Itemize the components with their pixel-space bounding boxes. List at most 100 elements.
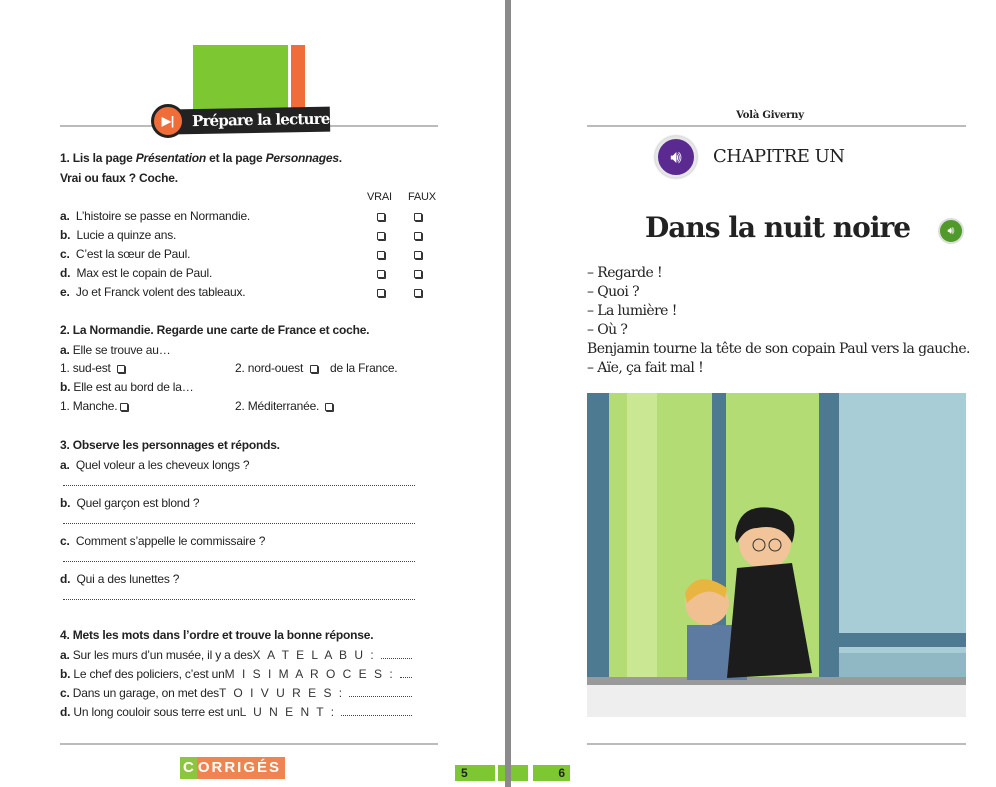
item-letter: b. <box>60 667 71 681</box>
checkbox-false[interactable] <box>414 213 422 221</box>
item-letter: c. <box>60 534 70 548</box>
page-number-right[interactable]: 6 <box>533 765 570 781</box>
chapter-illustration <box>587 393 966 717</box>
q2a-opt1: 1. sud-est <box>60 361 111 375</box>
checkbox[interactable] <box>310 365 318 373</box>
q2b: b. Elle est au bord de la… <box>60 380 194 394</box>
col-false-header: FAUX <box>408 191 436 203</box>
corriges-button[interactable]: C ORRIGÉS <box>180 757 286 779</box>
story-line: – La lumière ! <box>587 303 677 319</box>
item-text: Elle se trouve au… <box>72 343 171 357</box>
answer-line[interactable] <box>63 523 415 524</box>
col-true-header: VRAI <box>367 191 392 203</box>
q1-item: c. C’est la sœur de Paul. <box>60 247 190 261</box>
answer-line[interactable] <box>349 686 412 697</box>
checkbox[interactable] <box>117 365 125 373</box>
banner-green-block <box>193 45 288 110</box>
page-number-spacer <box>498 765 528 781</box>
item-letter: d. <box>60 266 71 280</box>
q4-item: d. Un long couloir sous terre est un L U… <box>60 705 412 719</box>
item-letter: c. <box>60 686 70 700</box>
corriges-first-letter: C <box>180 757 197 779</box>
q2b-opt2: 2. Méditerranée. <box>235 399 320 413</box>
checkbox-false[interactable] <box>414 289 422 297</box>
spine-divider <box>505 0 511 787</box>
skip-forward-icon: ▶| <box>151 104 185 138</box>
q3-title: 3. Observe les personnages et réponds. <box>60 438 280 452</box>
q3-item: d. Qui a des lunettes ? <box>60 572 179 586</box>
story-line: – Aïe, ça fait mal ! <box>587 360 704 376</box>
scrambled-word: X A T E L A B U : <box>252 648 376 662</box>
item-text: Max est le copain de Paul. <box>76 266 213 280</box>
q3-item: b. Quel garçon est blond ? <box>60 496 200 510</box>
item-text: Sur les murs d’un musée, il y a des <box>72 648 253 662</box>
running-head: Volà Giverny <box>736 110 804 121</box>
checkbox-true[interactable] <box>377 289 385 297</box>
item-letter: b. <box>60 228 71 242</box>
checkbox[interactable] <box>325 403 333 411</box>
q2a-suffix: de la France. <box>330 361 398 375</box>
answer-line[interactable] <box>63 485 415 486</box>
scrambled-word: L U N E N T : <box>239 705 337 719</box>
q2a-opt2: 2. nord-ouest <box>235 361 303 375</box>
q1-title: 1. Lis la page Présentation et la page P… <box>60 151 342 165</box>
divider <box>60 743 438 745</box>
story-line: – Où ? <box>587 322 628 338</box>
checkbox-true[interactable] <box>377 213 385 221</box>
checkbox[interactable] <box>120 403 128 411</box>
q1-item: e. Jo et Franck volent des tableaux. <box>60 285 246 299</box>
section-banner-label: Prépare la lecture <box>191 109 330 131</box>
q1-subtitle: Vrai ou faux ? Coche. <box>60 171 178 185</box>
checkbox-true[interactable] <box>377 270 385 278</box>
answer-line[interactable] <box>63 599 415 600</box>
answer-line[interactable] <box>399 667 412 678</box>
q1-title-part: 1. Lis la page <box>60 151 136 165</box>
scrambled-word: T O I V U R E S : <box>218 686 345 700</box>
audio-speaker-icon[interactable]: 🔊︎ <box>938 218 964 244</box>
item-text: Le chef des policiers, c’est un <box>73 667 225 681</box>
q1-item: d. Max est le copain de Paul. <box>60 266 212 280</box>
checkbox-false[interactable] <box>414 270 422 278</box>
story-line: Benjamin tourne la tête de son copain Pa… <box>587 341 970 357</box>
q1-title-part: et la page <box>206 151 266 165</box>
banner-orange-block <box>291 45 305 110</box>
item-text: Un long couloir sous terre est un <box>73 705 240 719</box>
q4-item: a. Sur les murs d’un musée, il y a des X… <box>60 648 412 662</box>
item-text: Jo et Franck volent des tableaux. <box>75 285 246 299</box>
item-letter: b. <box>60 380 71 394</box>
q1-item: b. Lucie a quinze ans. <box>60 228 176 242</box>
corriges-rest: ORRIGÉS <box>196 757 286 779</box>
scrambled-word: M I S I M A R O C E S : <box>224 667 395 681</box>
answer-line[interactable] <box>341 705 412 716</box>
q4-title: 4. Mets les mots dans l’ordre et trouve … <box>60 628 374 642</box>
item-letter: a. <box>60 458 70 472</box>
checkbox-true[interactable] <box>377 232 385 240</box>
q2b-opt1: 1. Manche. <box>60 399 118 413</box>
q1-item: a. L’histoire se passe en Normandie. <box>60 209 250 223</box>
item-text: Lucie a quinze ans. <box>76 228 177 242</box>
item-text: Quel voleur a les cheveux longs ? <box>75 458 250 472</box>
item-text: L’histoire se passe en Normandie. <box>75 209 251 223</box>
divider <box>587 125 966 127</box>
item-text: Quel garçon est blond ? <box>76 496 200 510</box>
checkbox-false[interactable] <box>414 232 422 240</box>
item-text: Elle est au bord de la… <box>73 380 194 394</box>
q1-title-part: Présentation <box>135 151 206 165</box>
q1-title-part: . <box>338 151 342 165</box>
answer-line[interactable] <box>63 561 415 562</box>
story-line: – Quoi ? <box>587 284 640 300</box>
answer-line[interactable] <box>380 648 412 659</box>
story-line: – Regarde ! <box>587 265 663 281</box>
audio-speaker-icon[interactable]: 🔊︎ <box>655 136 697 178</box>
checkbox-false[interactable] <box>414 251 422 259</box>
section-banner: Prépare la lecture <box>175 106 331 135</box>
item-letter: d. <box>60 705 71 719</box>
item-letter: a. <box>60 648 70 662</box>
q2-title: 2. La Normandie. Regarde une carte de Fr… <box>60 323 370 337</box>
checkbox-true[interactable] <box>377 251 385 259</box>
item-letter: a. <box>60 209 70 223</box>
q1-title-part: Personnages <box>265 151 339 165</box>
page-number-left[interactable]: 5 <box>455 765 495 781</box>
item-letter: b. <box>60 496 71 510</box>
option-label: 1. sud-est <box>60 361 111 375</box>
